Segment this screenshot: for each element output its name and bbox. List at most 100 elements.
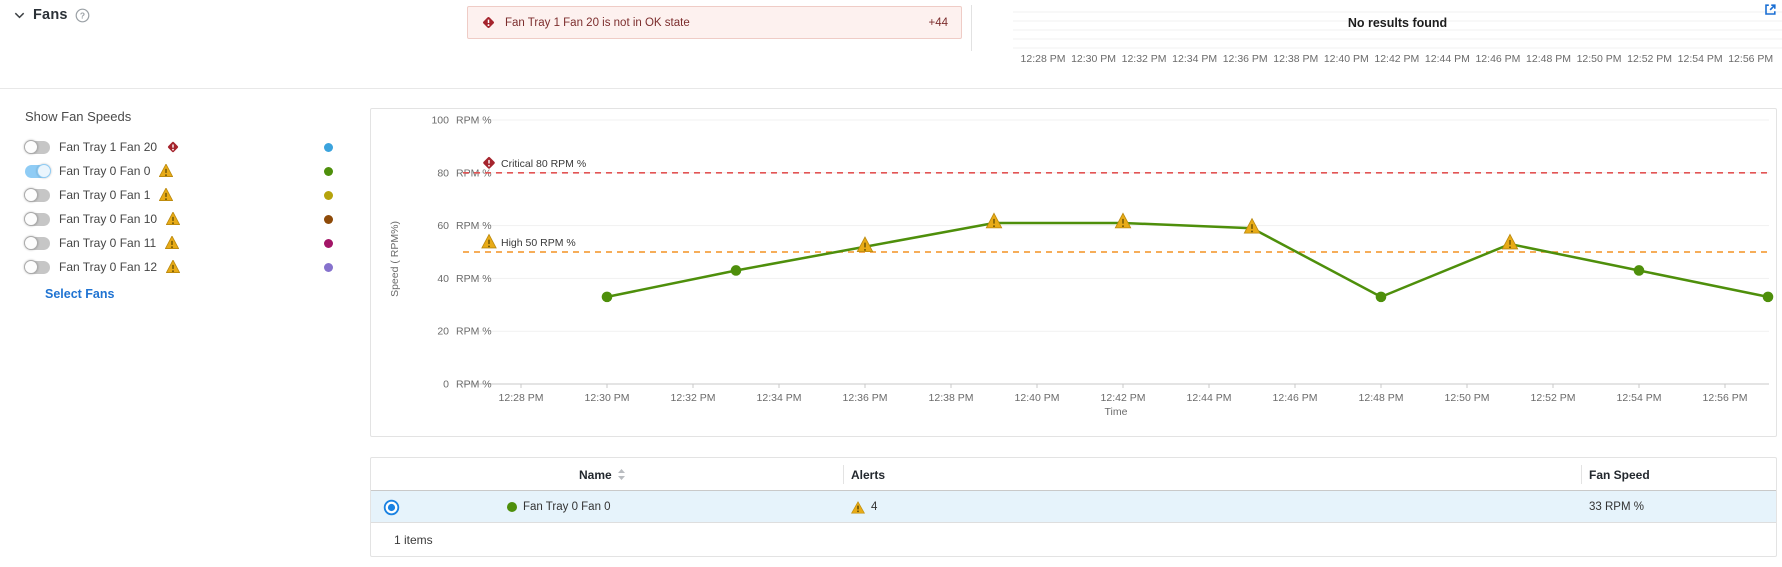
svg-text:RPM %: RPM %: [456, 273, 492, 285]
column-header-alerts[interactable]: Alerts: [851, 467, 886, 482]
data-point-marker[interactable]: [1762, 291, 1774, 303]
svg-text:12:28 PM: 12:28 PM: [499, 392, 544, 404]
toggle-knob: [24, 139, 38, 154]
data-point-marker[interactable]: [601, 291, 613, 303]
svg-text:12:34 PM: 12:34 PM: [1172, 53, 1217, 64]
critical-diamond-icon: [167, 141, 179, 153]
column-header-fan-speed[interactable]: Fan Speed: [1589, 467, 1650, 482]
alert-banner[interactable]: Fan Tray 1 Fan 20 is not in OK state +44: [467, 6, 962, 39]
svg-text:12:48 PM: 12:48 PM: [1526, 53, 1571, 64]
fan-legend-row: Fan Tray 1 Fan 20: [0, 136, 345, 158]
warning-triangle-icon: [159, 188, 174, 202]
alert-more-count[interactable]: +44: [928, 16, 948, 29]
table-header-row: Name Alerts Fan Speed: [371, 458, 1776, 491]
svg-text:12:52 PM: 12:52 PM: [1627, 53, 1672, 64]
fan-legend-row: Fan Tray 0 Fan 10: [0, 208, 345, 230]
alert-message: Fan Tray 1 Fan 20 is not in OK state: [505, 16, 690, 29]
row-alert-count: 4: [871, 501, 878, 513]
data-point-marker-warning[interactable]: [1501, 233, 1519, 250]
svg-text:12:56 PM: 12:56 PM: [1728, 53, 1773, 64]
svg-text:12:44 PM: 12:44 PM: [1425, 53, 1470, 64]
sort-icon[interactable]: [617, 468, 626, 481]
row-fan-speed-cell: 33 RPM %: [1589, 501, 1644, 513]
data-point-marker[interactable]: [1633, 265, 1645, 276]
fan-color-dot: [324, 214, 333, 224]
data-point-marker[interactable]: [1375, 291, 1387, 303]
help-icon[interactable]: ?: [75, 8, 90, 23]
svg-text:12:44 PM: 12:44 PM: [1187, 392, 1232, 404]
column-divider: [1581, 465, 1582, 484]
column-header-name[interactable]: Name: [579, 458, 626, 491]
fan-color-dot: [324, 238, 333, 248]
svg-text:12:38 PM: 12:38 PM: [1273, 53, 1318, 64]
warning-triangle-icon: [159, 164, 174, 177]
svg-text:12:38 PM: 12:38 PM: [929, 392, 974, 404]
row-radio[interactable]: [383, 491, 400, 523]
fan-legend-row: Fan Tray 0 Fan 1: [0, 184, 345, 206]
svg-text:0: 0: [443, 379, 449, 391]
section-header: Fans ?: [13, 7, 90, 23]
svg-text:12:46 PM: 12:46 PM: [1475, 53, 1520, 64]
warning-triangle-icon: [165, 236, 180, 250]
svg-text:12:28 PM: 12:28 PM: [1021, 53, 1066, 64]
fan-speed-chart-panel: 0 RPM % 20 RPM % 40 RPM % 60 RPM % 80 RPM % 100 RPM…: [370, 108, 1777, 437]
toggle-knob: [24, 211, 38, 226]
svg-text:RPM %: RPM %: [456, 115, 492, 127]
warning-triangle-icon: [166, 212, 181, 225]
svg-text:12:36 PM: 12:36 PM: [1223, 53, 1268, 64]
fan-legend-row: Fan Tray 0 Fan 12: [0, 256, 345, 278]
fan-speed-chart: 0 RPM % 20 RPM % 40 RPM % 60 RPM % 80 RPM % 100 RPM…: [389, 115, 1774, 418]
toggle-knob: [37, 163, 51, 178]
svg-text:40: 40: [437, 273, 449, 285]
svg-text:RPM %: RPM %: [456, 220, 492, 232]
fans-table: Name Alerts Fan Speed: [370, 457, 1777, 557]
warning-triangle-icon: [166, 260, 181, 273]
fan-color-dot: [324, 190, 333, 200]
x-axis-title: Time: [1105, 406, 1128, 418]
fan-toggle-1[interactable]: [25, 163, 51, 178]
svg-text:12:40 PM: 12:40 PM: [1015, 392, 1060, 404]
data-point-marker-warning[interactable]: [1243, 217, 1261, 234]
data-point-marker-warning[interactable]: [985, 212, 1003, 229]
series-fan-tray-0-fan-0: [601, 212, 1774, 303]
select-fans-link[interactable]: Select Fans: [45, 287, 115, 301]
table-row: Fan Tray 0 Fan 0 4 33 RPM %: [371, 491, 1776, 523]
popout-icon[interactable]: [1763, 2, 1778, 17]
fan-toggle-2[interactable]: [24, 187, 50, 202]
fan-legend-row: Fan Tray 0 Fan 0: [0, 160, 345, 182]
fan-color-dot: [324, 262, 333, 272]
svg-text:High 50 RPM %: High 50 RPM %: [501, 237, 576, 249]
svg-text:100: 100: [431, 115, 449, 127]
mini-gridlines: [1013, 11, 1782, 49]
row-name-cell: Fan Tray 0 Fan 0: [507, 491, 611, 523]
chevron-down-icon[interactable]: [13, 9, 26, 22]
toggle-knob: [24, 187, 38, 202]
svg-text:12:46 PM: 12:46 PM: [1273, 392, 1318, 404]
data-point-marker[interactable]: [730, 265, 742, 276]
y-gridlines: 0 RPM % 20 RPM % 40 RPM % 60 RPM % 80 RPM % 100 RPM…: [431, 115, 1769, 391]
svg-text:12:36 PM: 12:36 PM: [843, 392, 888, 404]
fan-toggle-5[interactable]: [24, 259, 50, 274]
svg-text:12:56 PM: 12:56 PM: [1703, 392, 1748, 404]
svg-text:12:30 PM: 12:30 PM: [1071, 53, 1116, 64]
fan-toggle-4[interactable]: [24, 235, 50, 250]
column-divider: [843, 465, 844, 484]
critical-diamond-icon: [483, 156, 495, 169]
svg-text:RPM %: RPM %: [456, 326, 492, 338]
data-point-marker-warning[interactable]: [1114, 212, 1132, 229]
fan-toggle-0[interactable]: [24, 139, 50, 154]
data-point-marker-warning[interactable]: [856, 236, 874, 252]
critical-diamond-icon: [166, 140, 180, 154]
toggle-knob: [24, 259, 38, 274]
fan-label: Fan Tray 0 Fan 12: [59, 260, 158, 274]
svg-text:12:32 PM: 12:32 PM: [1122, 53, 1167, 64]
fan-label: Fan Tray 0 Fan 10: [59, 212, 158, 226]
fan-label: Fan Tray 0 Fan 1: [59, 188, 151, 202]
svg-text:12:54 PM: 12:54 PM: [1678, 53, 1723, 64]
warning-triangle-icon: [159, 164, 174, 178]
fan-color-dot: [324, 142, 333, 152]
fan-toggle-3[interactable]: [24, 211, 50, 226]
warning-triangle-icon: [159, 188, 174, 201]
x-tick-labels: 12:28 PM 12:30 PM 12:32 PM 12:34 PM 12:36 PM…: [499, 384, 1748, 404]
